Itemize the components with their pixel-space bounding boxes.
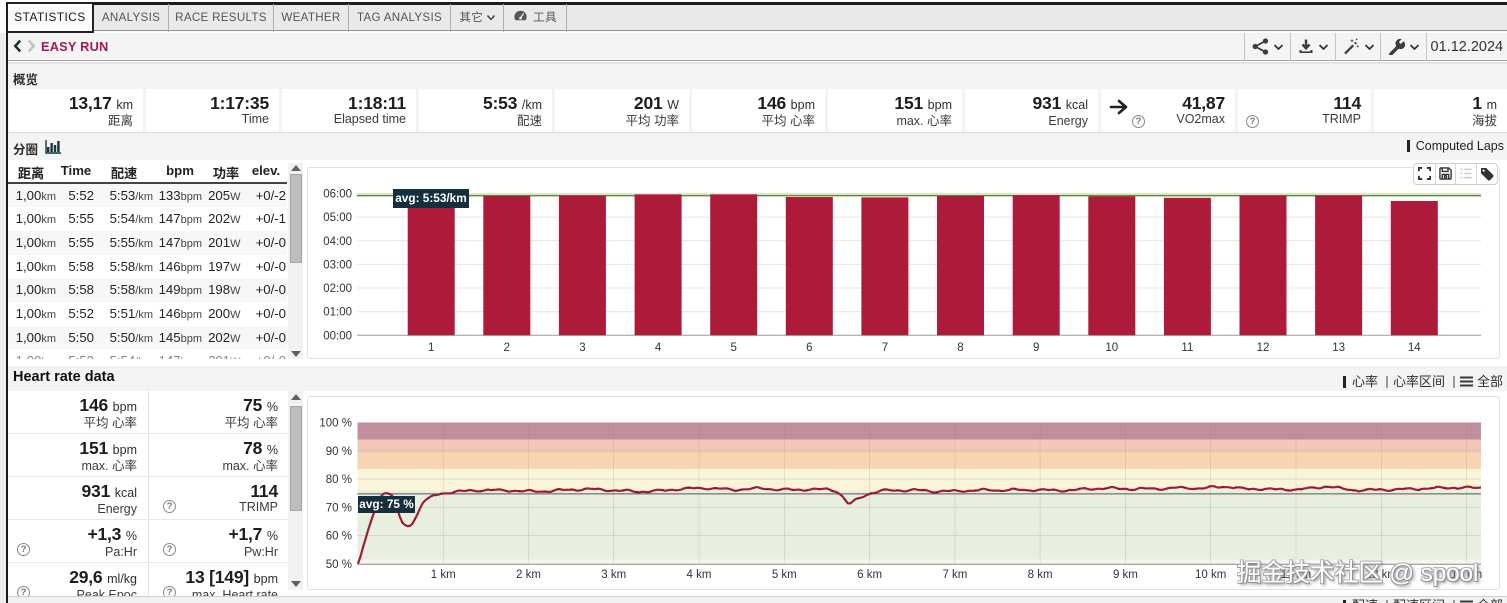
svg-text:12 km: 12 km xyxy=(1366,569,1397,581)
svg-text:6: 6 xyxy=(806,342,812,354)
svg-text:6 km: 6 km xyxy=(857,569,882,581)
svg-text:8: 8 xyxy=(957,342,963,354)
svg-text:11: 11 xyxy=(1181,342,1193,354)
svg-text:01:00: 01:00 xyxy=(323,307,352,319)
svg-text:9 km: 9 km xyxy=(1113,569,1138,581)
svg-text:10 km: 10 km xyxy=(1195,569,1226,581)
svg-text:4 km: 4 km xyxy=(687,569,712,581)
svg-text:5: 5 xyxy=(730,342,736,354)
svg-text:06:00: 06:00 xyxy=(323,189,352,201)
svg-text:1: 1 xyxy=(428,342,434,354)
svg-text:7 km: 7 km xyxy=(942,569,967,581)
svg-text:04:00: 04:00 xyxy=(323,236,352,248)
svg-text:5 km: 5 km xyxy=(772,569,797,581)
svg-text:2 km: 2 km xyxy=(516,569,541,581)
svg-text:7: 7 xyxy=(882,342,888,354)
svg-text:50 %: 50 % xyxy=(326,559,352,571)
svg-text:10: 10 xyxy=(1105,342,1118,354)
svg-text:4: 4 xyxy=(655,342,662,354)
svg-text:60 %: 60 % xyxy=(326,530,352,542)
svg-text:70 %: 70 % xyxy=(326,502,352,514)
svg-text:13 km: 13 km xyxy=(1451,569,1482,581)
svg-text:14: 14 xyxy=(1408,342,1421,354)
svg-text:03:00: 03:00 xyxy=(323,259,352,271)
svg-text:8 km: 8 km xyxy=(1028,569,1053,581)
svg-text:3 km: 3 km xyxy=(601,569,626,581)
svg-text:11 km: 11 km xyxy=(1281,569,1311,581)
svg-text:13: 13 xyxy=(1332,342,1345,354)
svg-text:100 %: 100 % xyxy=(319,417,352,429)
svg-text:90 %: 90 % xyxy=(326,445,352,457)
svg-text:2: 2 xyxy=(504,342,510,354)
svg-text:00:00: 00:00 xyxy=(323,330,352,342)
svg-text:05:00: 05:00 xyxy=(323,212,352,224)
svg-text:80 %: 80 % xyxy=(326,474,352,486)
svg-text:1 km: 1 km xyxy=(431,569,456,581)
svg-text:02:00: 02:00 xyxy=(323,283,352,295)
svg-text:9: 9 xyxy=(1033,342,1039,354)
svg-text:3: 3 xyxy=(579,342,585,354)
svg-text:12: 12 xyxy=(1257,342,1270,354)
